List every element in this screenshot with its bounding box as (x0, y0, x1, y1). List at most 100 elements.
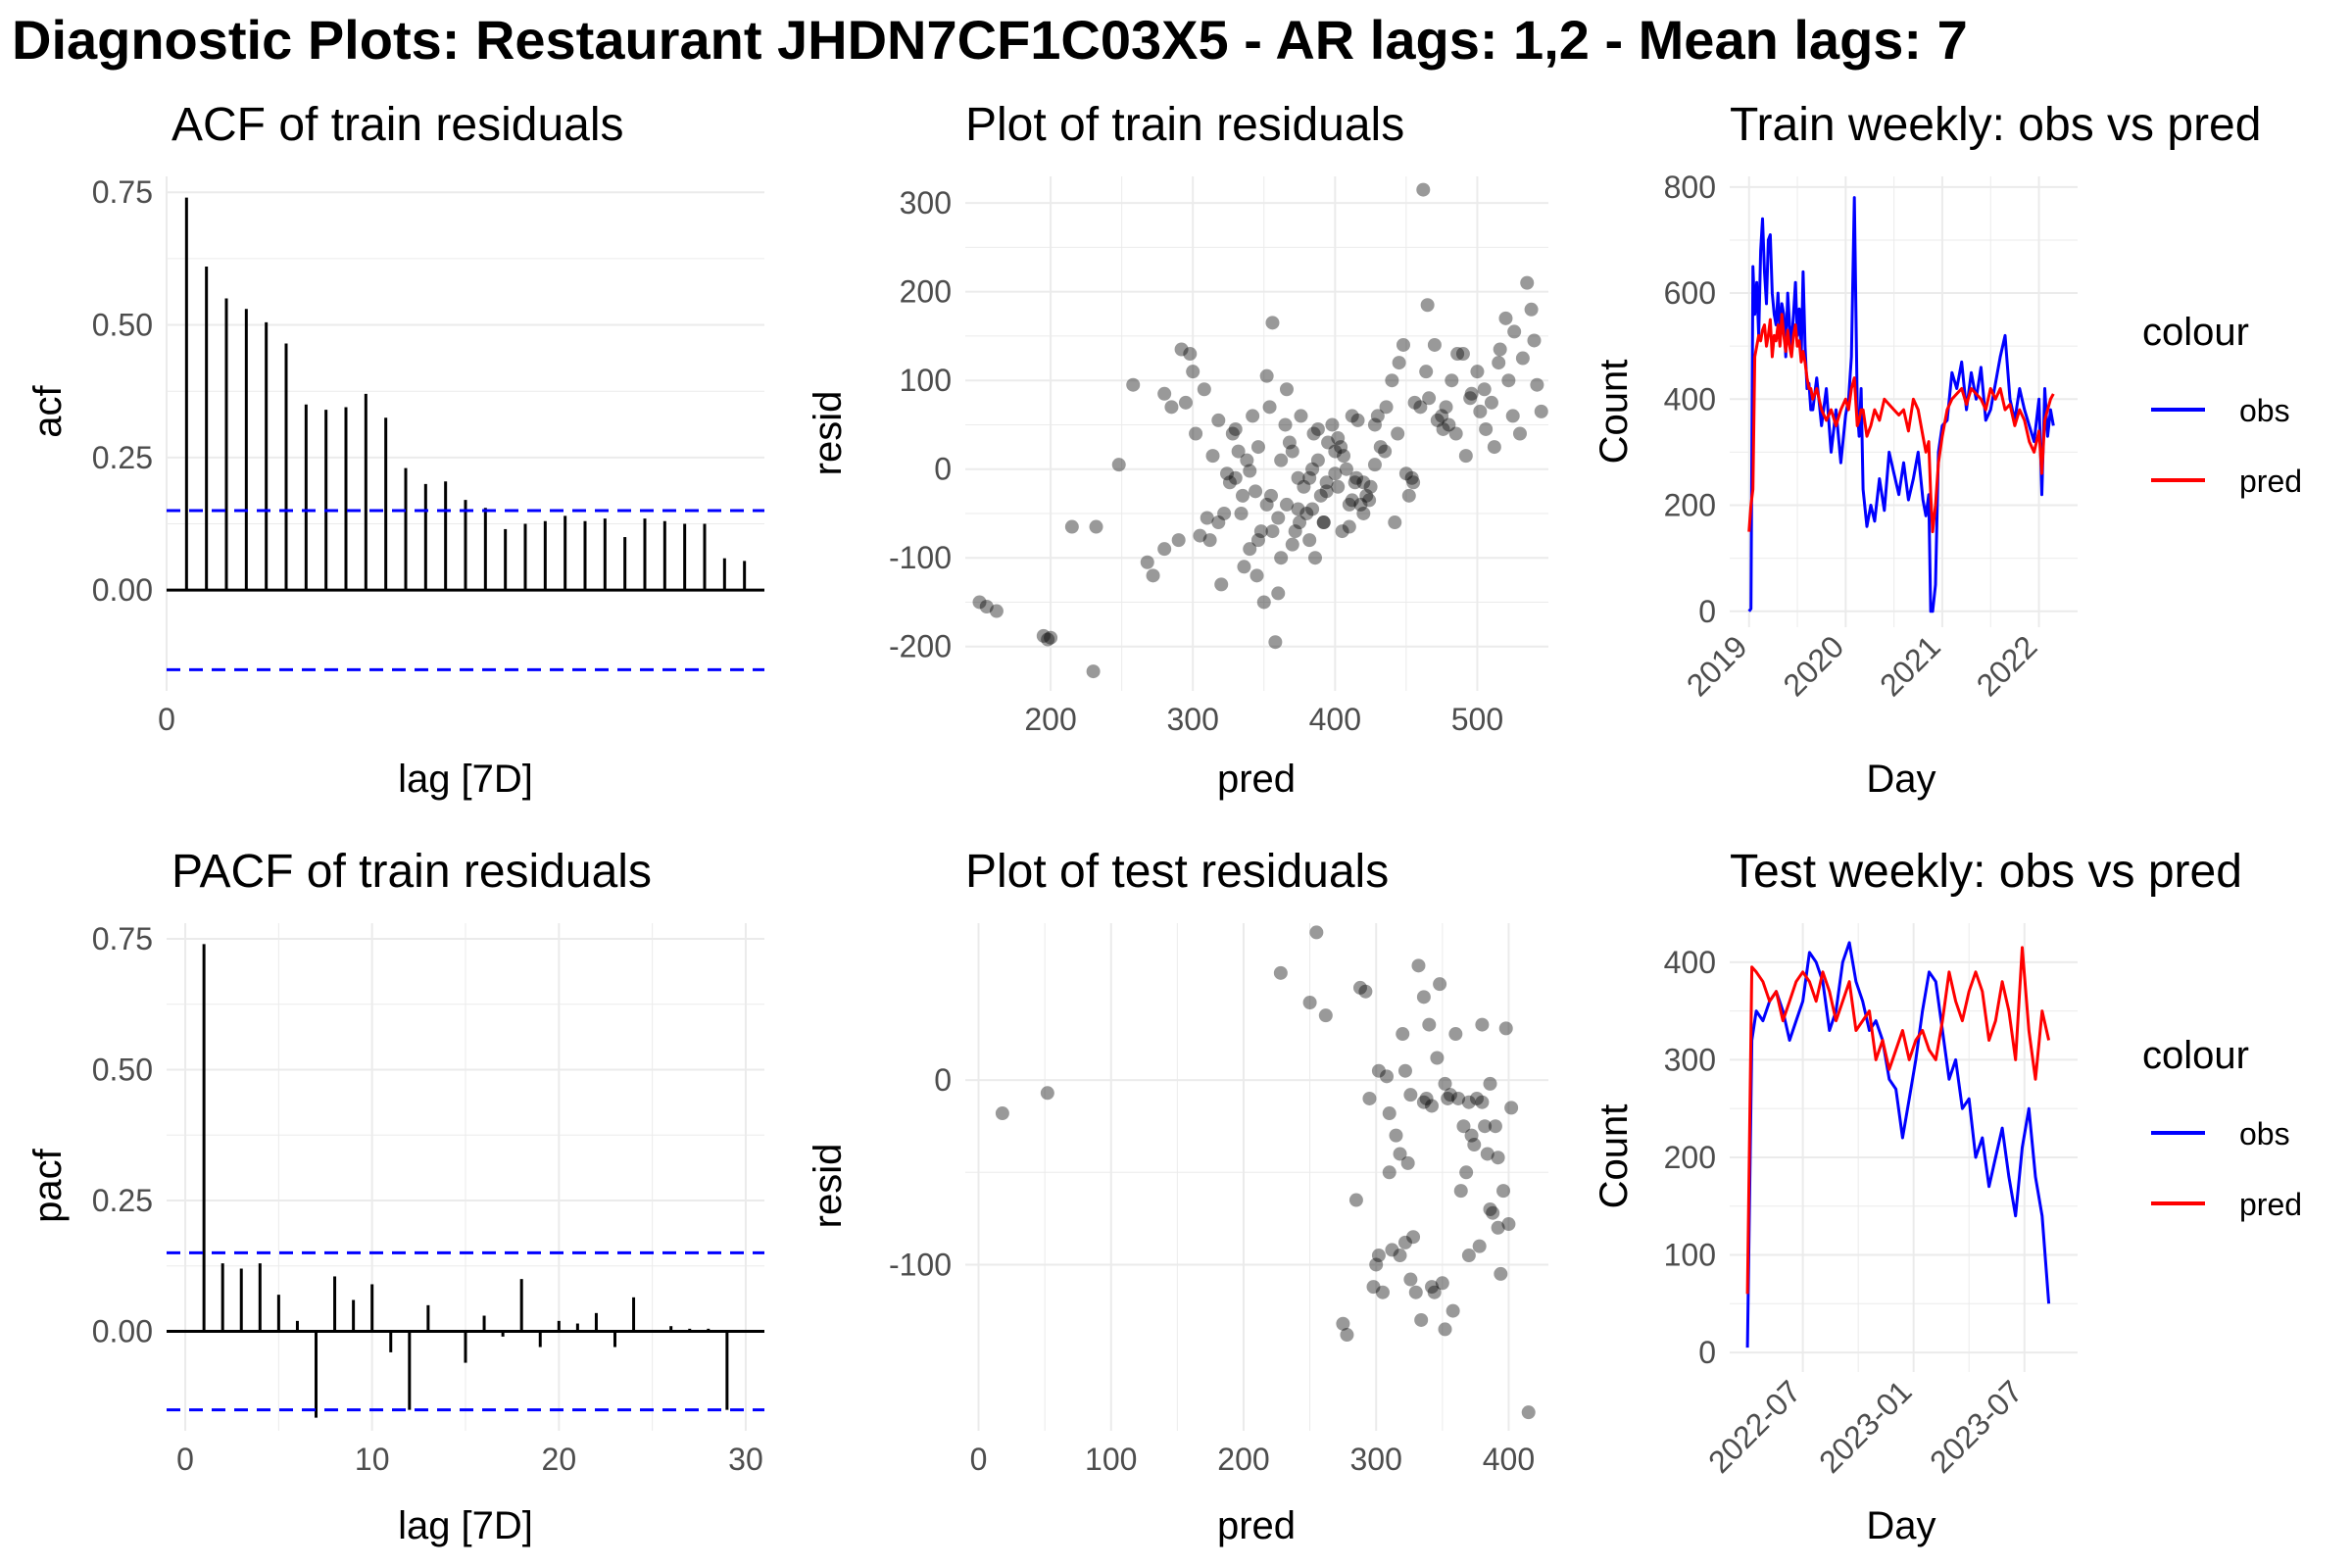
x-tick-label: 200 (1024, 702, 1076, 737)
scatter-point (1293, 515, 1307, 530)
scatter-point (1408, 1285, 1423, 1299)
scatter-point (1375, 1285, 1390, 1299)
scatter-point (1484, 395, 1498, 410)
y-tick-label: 800 (1664, 170, 1716, 205)
scatter-point (1183, 347, 1198, 362)
scatter-point (1400, 1155, 1415, 1170)
scatter-point (1493, 342, 1507, 357)
scatter-point (1291, 470, 1305, 485)
acf-y-axis-label: acf (26, 384, 70, 437)
scatter-point (1064, 519, 1079, 534)
scatter-point (1279, 497, 1294, 512)
scatter-point (1385, 1243, 1399, 1257)
scatter-point (1342, 497, 1356, 512)
scatter-point (1488, 1119, 1502, 1134)
scatter-point (1515, 351, 1530, 366)
test-weekly-panel: Test weekly: obs vs pred 0 100 200 300 400 20… (1592, 846, 2302, 1547)
pacf-panel-title: PACF of train residuals (172, 846, 652, 898)
scatter-point (1380, 1069, 1395, 1084)
scatter-point (1265, 524, 1280, 539)
scatter-point (1477, 382, 1492, 397)
acf-panel-title: ACF of train residuals (172, 99, 624, 151)
scatter-point (1310, 421, 1325, 436)
scatter-point (1371, 1063, 1386, 1078)
scatter-point (1040, 1086, 1054, 1101)
scatter-point (1425, 1099, 1439, 1113)
series-line-pred (1747, 313, 2055, 534)
scatter-point (1305, 502, 1320, 516)
scatter-point (1359, 488, 1374, 503)
pacf-tick-labels: 0.00 0.25 0.50 0.75 0 10 20 30 (92, 921, 763, 1477)
scatter-point (1174, 342, 1189, 357)
train-residuals-tick-labels: -200 -100 0 100 200 300 200 300 400 500 (889, 185, 1503, 737)
test-weekly-legend-pred-label: pred (2239, 1187, 2302, 1222)
scatter-point (1443, 1088, 1457, 1102)
scatter-point (1235, 488, 1250, 503)
scatter-point (1228, 470, 1243, 485)
train-weekly-lines (1747, 196, 2055, 613)
scatter-point (1348, 475, 1362, 490)
scatter-point (1349, 470, 1364, 485)
scatter-point (1262, 400, 1277, 415)
scatter-point (1306, 426, 1321, 441)
scatter-point (1382, 1106, 1396, 1121)
scatter-point (1389, 1128, 1403, 1143)
scatter-point (1337, 449, 1351, 464)
scatter-point (1285, 444, 1299, 459)
scatter-point (1520, 275, 1535, 290)
scatter-point (1398, 466, 1413, 481)
scatter-point (1250, 533, 1265, 548)
test-weekly-legend-title: colour (2142, 1034, 2249, 1077)
y-tick-label: -100 (889, 1247, 952, 1282)
scatter-point (1472, 1239, 1487, 1253)
scatter-point (1220, 466, 1235, 481)
scatter-point (1512, 426, 1527, 441)
x-tick-label: 500 (1451, 702, 1503, 737)
scatter-point (1448, 1027, 1463, 1042)
y-tick-label: -100 (889, 540, 952, 575)
scatter-point (1345, 409, 1359, 423)
scatter-point (1197, 382, 1211, 397)
scatter-point (1411, 958, 1426, 973)
x-tick-label: 400 (1483, 1442, 1535, 1477)
scatter-point (1211, 413, 1226, 427)
train-weekly-y-axis-label: Count (1592, 360, 1636, 465)
scatter-point (1285, 537, 1299, 552)
scatter-point (1264, 488, 1279, 503)
scatter-point (1339, 462, 1353, 476)
scatter-point (1353, 497, 1368, 512)
scatter-point (1464, 386, 1479, 401)
scatter-point (1335, 524, 1349, 539)
x-tick-label: 300 (1350, 1442, 1402, 1477)
y-tick-label: 0 (1698, 1335, 1716, 1370)
scatter-point (1325, 417, 1340, 432)
scatter-point (1455, 347, 1470, 362)
scatter-point (1403, 1272, 1418, 1287)
scatter-point (1308, 551, 1322, 565)
scatter-point (1459, 1165, 1474, 1180)
scatter-point (1253, 524, 1268, 539)
scatter-point (1441, 1091, 1455, 1105)
scatter-point (1461, 1095, 1476, 1109)
scatter-point (972, 595, 987, 610)
series-line-obs (1745, 941, 2051, 1348)
scatter-point (1146, 568, 1160, 583)
y-tick-label: 0.25 (92, 440, 153, 475)
pacf-y-axis-label: pacf (26, 1148, 70, 1222)
test-weekly-grid (1730, 923, 2078, 1372)
scatter-point (1231, 444, 1246, 459)
scatter-point (1416, 990, 1431, 1004)
scatter-point (1379, 400, 1394, 415)
pacf-grid (167, 923, 764, 1431)
scatter-point (1483, 1201, 1497, 1216)
scatter-point (1345, 493, 1359, 508)
scatter-point (1157, 542, 1172, 557)
scatter-point (1486, 1205, 1500, 1220)
scatter-point (1268, 635, 1283, 650)
train-residuals-panel: Plot of train residuals -200 -100 0 100 200 3… (807, 99, 1548, 801)
x-tick-label: 300 (1166, 702, 1218, 737)
acf-x-axis-label: lag [7D] (398, 758, 533, 801)
scatter-point (1243, 464, 1257, 478)
scatter-point (1362, 493, 1377, 508)
